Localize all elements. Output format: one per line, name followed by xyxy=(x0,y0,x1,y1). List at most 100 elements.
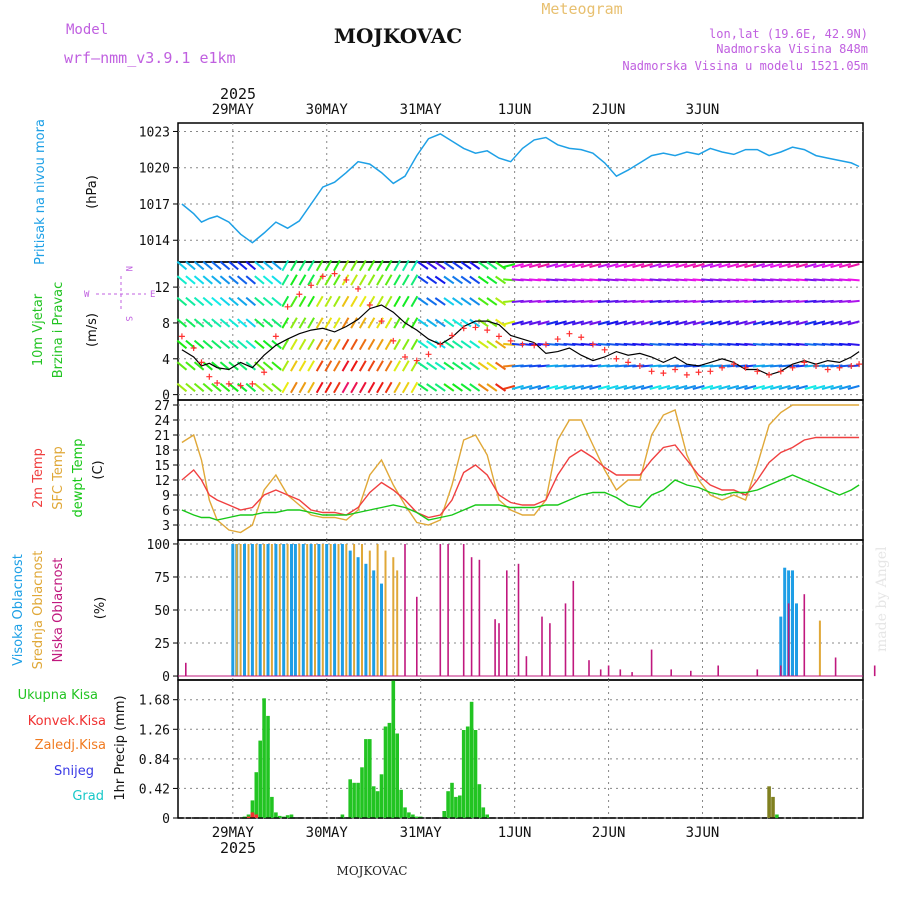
precip-ytick-label: 0 xyxy=(162,812,170,827)
wind-arrow xyxy=(821,320,834,326)
wind-arrow xyxy=(271,296,282,307)
wind-gust-marker xyxy=(425,351,432,358)
wind-arrow xyxy=(426,318,438,328)
wind-gust-marker xyxy=(719,364,726,371)
low-cloud-bar xyxy=(873,665,876,677)
wind-arrow xyxy=(477,361,489,371)
wind-arrow xyxy=(434,318,446,328)
low-cloud-bar xyxy=(447,544,449,677)
temp-ytick-label: 24 xyxy=(154,414,170,429)
low-cloud-bar xyxy=(549,623,551,676)
wind-arrow xyxy=(770,263,783,269)
temp-ytick-label: 15 xyxy=(154,459,170,474)
wind-arrow-field xyxy=(176,259,860,394)
wind-gust-marker xyxy=(683,371,690,378)
low-cloud-label: Niska Oblacnost xyxy=(51,558,66,663)
wind-gust-marker xyxy=(178,333,185,340)
wind-arrow xyxy=(333,360,341,372)
wind-arrow xyxy=(752,384,765,390)
wind-arrow xyxy=(333,259,341,272)
precip-total-bar xyxy=(348,779,352,818)
wind-arrow xyxy=(324,274,333,286)
precip-frame xyxy=(177,679,864,819)
wind-arrow xyxy=(709,320,722,326)
wind-arrow xyxy=(683,263,697,269)
wind-gust-marker xyxy=(308,282,315,289)
x-day-label-top: 30MAY xyxy=(306,102,349,118)
wind-gust-marker xyxy=(225,380,232,387)
wind-arrow xyxy=(281,338,290,351)
wind-gust-marker xyxy=(190,345,197,352)
wind-gust-marker xyxy=(449,332,455,339)
wind-arrow xyxy=(795,263,808,269)
wind-arrow xyxy=(262,339,274,350)
wind-arrow xyxy=(606,320,619,326)
precip-total-bar xyxy=(387,722,392,818)
wind-arrow xyxy=(176,361,188,371)
wind-arrow xyxy=(254,296,265,307)
wind-arrow xyxy=(417,361,429,371)
wind-arrow xyxy=(219,296,231,307)
wind-arrow xyxy=(537,263,550,269)
low-cloud-bar xyxy=(670,669,672,676)
wind-arrow xyxy=(443,383,455,392)
wind-arrow xyxy=(469,383,481,392)
wind-arrow xyxy=(298,274,307,286)
wind-gust-marker xyxy=(856,361,863,368)
precip-total-bar xyxy=(274,812,278,818)
wind-arrow xyxy=(615,384,628,390)
cloud-ytick-label: 75 xyxy=(154,571,170,586)
wind-arrow xyxy=(571,263,585,269)
wind-arrow xyxy=(623,263,636,269)
wind-arrow xyxy=(367,381,376,394)
wind-arrow xyxy=(770,320,783,326)
wind-gust-marker xyxy=(272,333,279,340)
cloud-ytick-label: 100 xyxy=(147,538,170,553)
sfc-temp-line xyxy=(181,404,860,534)
wind-arrow xyxy=(176,260,188,271)
wind-arrow xyxy=(838,320,852,326)
low-cloud-bar xyxy=(564,603,567,676)
wind-arrow xyxy=(615,320,628,326)
wind-arrow xyxy=(434,261,446,270)
low-cloud-bar xyxy=(462,544,465,677)
wind-arrow xyxy=(838,384,852,390)
wind-arrow xyxy=(185,296,196,307)
wind-arrow xyxy=(393,381,402,394)
wind-arrow xyxy=(477,297,489,306)
wind-arrow xyxy=(245,339,257,350)
wind-arrow xyxy=(452,261,463,270)
low-cloud-bar xyxy=(494,619,496,676)
wind-arrow xyxy=(410,259,419,272)
wind-gust-marker xyxy=(355,285,362,292)
precip-total-bar xyxy=(477,784,482,818)
low-cloud-bar xyxy=(690,670,692,677)
low-cloud-bar xyxy=(572,580,575,676)
wind-arrow xyxy=(384,360,393,372)
wind-arrow xyxy=(511,320,524,326)
wind-arrow xyxy=(298,338,307,351)
wind-arrow xyxy=(813,320,826,326)
wind-arrow xyxy=(324,381,333,394)
wind-arrow xyxy=(417,297,429,306)
wind-arrow xyxy=(727,320,740,326)
wind-arrow xyxy=(341,338,350,351)
precip-total-bar xyxy=(395,733,399,818)
wind-gust-marker xyxy=(390,337,397,344)
high-cloud-bar xyxy=(266,544,270,677)
wind-arrow xyxy=(495,361,507,371)
wind-arrow xyxy=(307,295,315,308)
wind-arrow xyxy=(658,263,671,269)
wind-arrow xyxy=(376,381,384,394)
wind-arrow xyxy=(503,263,516,269)
precip-total-bar xyxy=(469,701,474,818)
precip-total-bar xyxy=(364,739,368,818)
wind-arrow xyxy=(813,263,826,269)
wind-arrow xyxy=(228,318,239,328)
wind-gust-marker xyxy=(660,370,667,377)
wind-arrow xyxy=(254,339,265,350)
wind-arrow xyxy=(426,261,438,270)
mid-cloud-bar xyxy=(235,544,238,677)
pressure-title: Pritisak na nivou mora xyxy=(33,119,48,265)
wind-arrow xyxy=(185,318,196,328)
